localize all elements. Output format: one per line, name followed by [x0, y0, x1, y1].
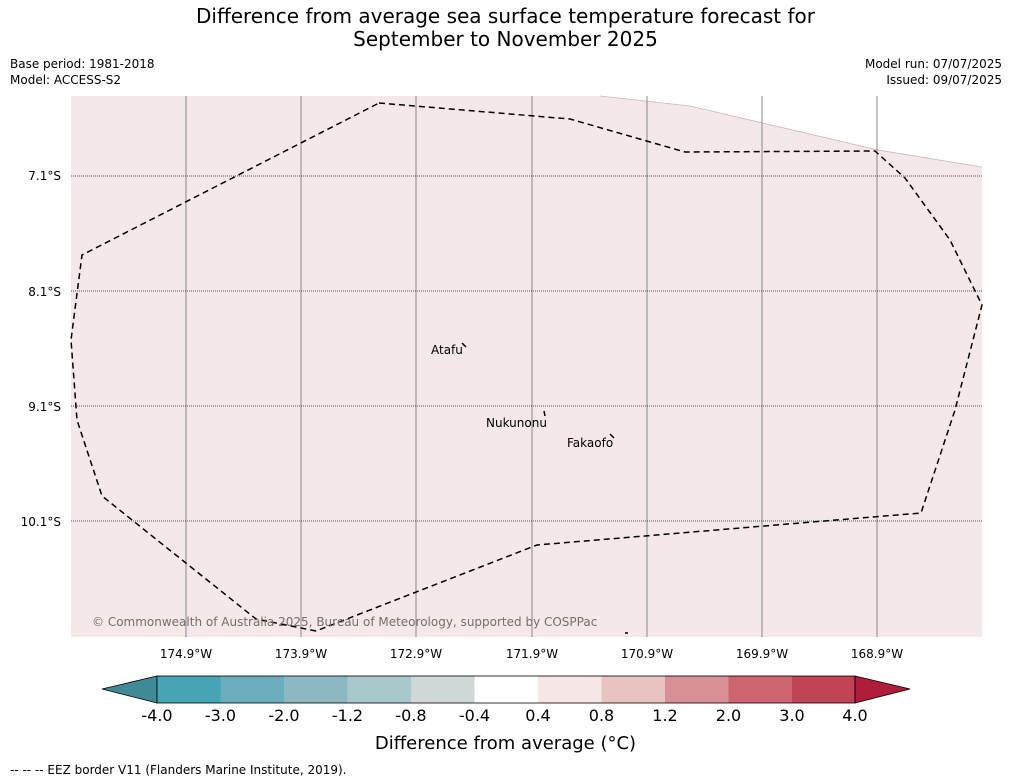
lon-label: 174.9°W	[160, 647, 212, 661]
colorbar-segment	[792, 676, 855, 703]
place-label-atafu: Atafu	[431, 343, 463, 357]
colorbar-segment	[284, 676, 348, 703]
model-name: Model: ACCESS-S2	[10, 73, 122, 87]
model-run: Model run: 07/07/2025	[864, 57, 1002, 71]
colorbar-tick: 0.4	[525, 706, 551, 725]
lon-label: 170.9°W	[621, 647, 673, 661]
colorbar-segment	[411, 676, 475, 703]
lon-label: 172.9°W	[390, 647, 442, 661]
meta-right: Model run: 07/07/2025 Issued: 09/07/2025	[865, 56, 1002, 88]
colorbar-tick: 2.0	[715, 706, 742, 725]
copyright-text: © Commonwealth of Australia 2025, Bureau…	[92, 615, 597, 629]
colorbar-tick: -2.0	[268, 706, 300, 725]
colorbar-segment	[665, 676, 729, 703]
meta-left: Base period: 1981-2018 Model: ACCESS-S2	[10, 56, 155, 88]
base-period: Base period: 1981-2018	[10, 57, 155, 71]
colorbar-title: Difference from average (°C)	[374, 733, 637, 754]
colorbar-tick: -4.0	[141, 706, 173, 725]
meridians	[185, 96, 878, 637]
colorbar-tick: 1.2	[652, 706, 678, 725]
atafu-island-shape	[461, 342, 467, 348]
chart-title: Difference from average sea surface temp…	[0, 5, 1011, 51]
colorbar-segment	[728, 676, 792, 703]
nukunonu-island-shape	[543, 410, 546, 417]
colorbar-low-extension	[101, 675, 158, 704]
no-data-region	[600, 96, 982, 167]
lat-label: 7.1°S	[28, 169, 61, 183]
lon-label: 168.9°W	[851, 647, 903, 661]
lon-label: 173.9°W	[275, 647, 327, 661]
colorbar-tick: -1.2	[331, 706, 364, 725]
colorbar-tick: -0.8	[395, 706, 427, 725]
eez-legend-note: -- -- -- EEZ border V11 (Flanders Marine…	[10, 763, 347, 777]
lon-label: 171.9°W	[506, 647, 558, 661]
place-label-nukunonu: Nukunonu	[486, 416, 547, 430]
lon-label: 169.9°W	[736, 647, 788, 661]
colorbar-segment	[474, 676, 538, 703]
colorbar-tick: 4.0	[842, 706, 868, 725]
colorbar-segment	[220, 676, 284, 703]
colorbar-segment	[601, 676, 665, 703]
lat-label: 8.1°S	[28, 285, 61, 299]
colorbar-tick: 0.8	[588, 706, 615, 725]
title-line-2: September to November 2025	[353, 27, 658, 51]
lat-label: 9.1°S	[28, 400, 61, 414]
eez-border	[70, 102, 983, 632]
lat-label: 10.1°S	[21, 515, 61, 529]
colorbar-segment	[538, 676, 602, 703]
colorbar-tick: -0.4	[458, 706, 491, 725]
no-data-edge	[599, 95, 983, 168]
colorbar-frame	[156, 675, 856, 704]
colorbar-tick: -3.0	[204, 706, 237, 725]
fakaofo-island-shape	[609, 433, 615, 439]
issued-date: Issued: 09/07/2025	[886, 73, 1002, 87]
place-label-fakaofo: Fakaofo	[567, 436, 613, 450]
colorbar-tick: 3.0	[779, 706, 805, 725]
colorbar-segment	[347, 676, 411, 703]
colorbar-segment	[157, 676, 221, 703]
colorbar	[101, 675, 911, 704]
colorbar-high-extension	[854, 675, 911, 704]
map-area	[71, 96, 982, 637]
title-line-1: Difference from average sea surface temp…	[195, 4, 815, 28]
